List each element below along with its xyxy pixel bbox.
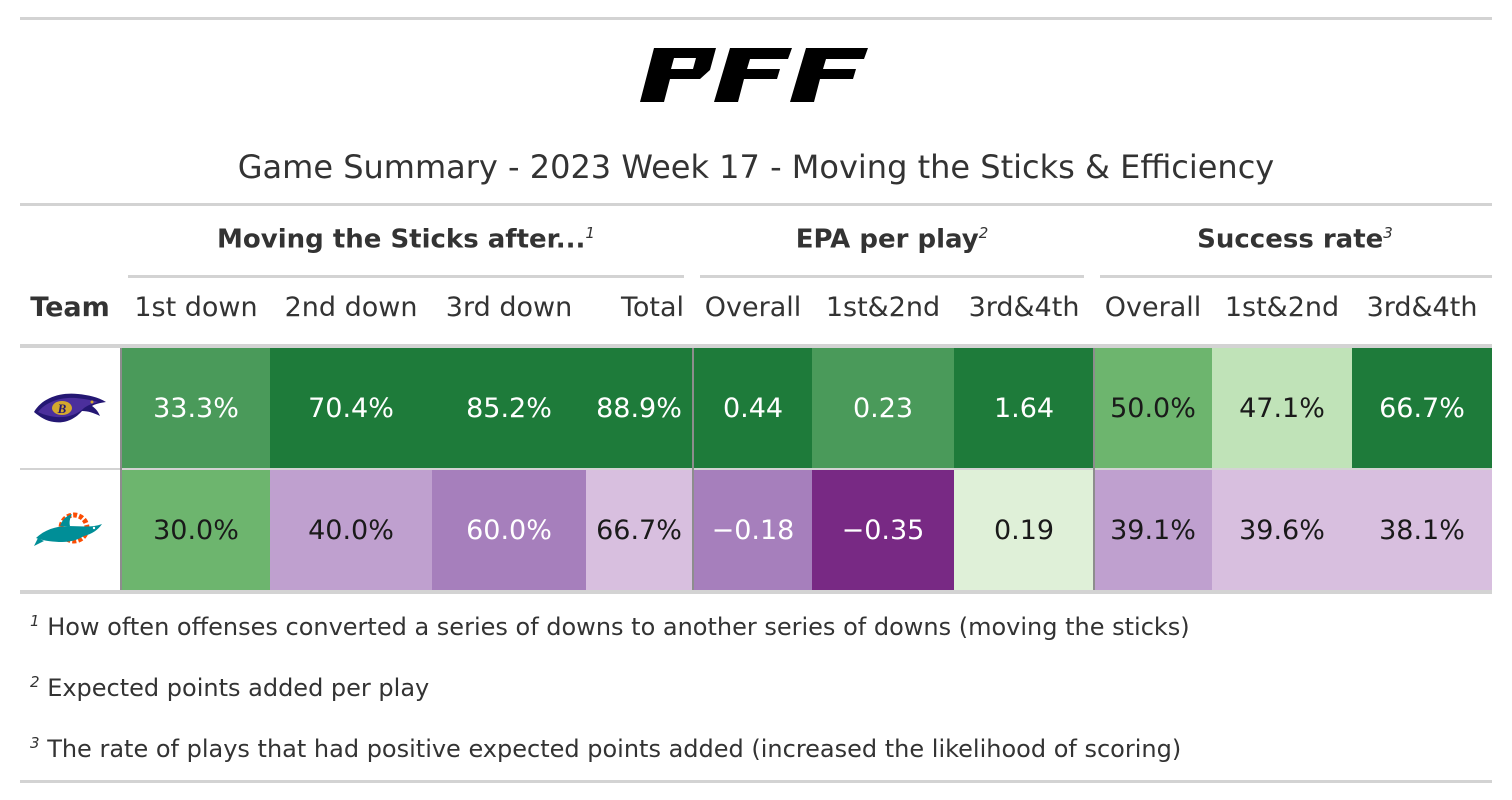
dolphins-logo-icon (34, 512, 102, 546)
footnote-mark: 1 (585, 224, 595, 242)
col-header-epa-overall: Overall (704, 292, 802, 323)
spanner-label: Moving the Sticks after... (217, 224, 586, 255)
group-divider (1093, 348, 1095, 590)
footnote-mark: 3 (1383, 224, 1393, 242)
cell-ravens-epa-overall: 0.44 (694, 348, 812, 468)
footnote-text: The rate of plays that had positive expe… (47, 735, 1182, 763)
cell-ravens-total: 88.9% (586, 348, 692, 468)
cell-dolphins-epa-overall: −0.18 (694, 470, 812, 590)
cell-dolphins-sr-1st-2nd: 39.6% (1212, 470, 1352, 590)
header-rule (20, 344, 1492, 348)
group-divider (692, 348, 694, 590)
footnote-mark: 2 (978, 224, 989, 242)
title-rule (20, 203, 1492, 206)
cell-dolphins-1st-down: 30.0% (122, 470, 270, 590)
top-rule (20, 17, 1492, 20)
col-header-2nd-down: 2nd down (284, 292, 418, 323)
col-header-total: Total (620, 292, 684, 323)
spanner-label: Success rate (1197, 224, 1384, 255)
cell-ravens-2nd-down: 70.4% (270, 348, 432, 468)
cell-ravens-epa-1st-2nd: 0.23 (812, 348, 954, 468)
group-divider (120, 348, 122, 590)
spanner-moving-the-sticks: Moving the Sticks after...1 (126, 224, 686, 274)
cell-ravens-3rd-down: 85.2% (432, 348, 586, 468)
row-divider (20, 468, 1492, 470)
col-header-sr-3rd-4th: 3rd&4th (1366, 292, 1478, 323)
footnote-mark: 3 (30, 734, 40, 752)
cell-ravens-sr-1st-2nd: 47.1% (1212, 348, 1352, 468)
footnote-mark: 1 (30, 612, 40, 630)
col-header-epa-1st-2nd: 1st&2nd (825, 292, 941, 323)
col-header-team: Team (30, 292, 110, 323)
cell-dolphins-sr-3rd-4th: 38.1% (1352, 470, 1492, 590)
body-bottom-rule (20, 590, 1492, 594)
cell-dolphins-epa-3rd-4th: 0.19 (954, 470, 1094, 590)
pff-logo (640, 46, 870, 108)
col-header-1st-down: 1st down (134, 292, 258, 323)
footnote-1: 1 How often offenses converted a series … (30, 612, 1190, 641)
cell-dolphins-sr-overall: 39.1% (1094, 470, 1212, 590)
footnote-3: 3 The rate of plays that had positive ex… (30, 734, 1181, 763)
cell-dolphins-epa-1st-2nd: −0.35 (812, 470, 954, 590)
table-title: Game Summary - 2023 Week 17 - Moving the… (237, 148, 1275, 186)
spanner-rule (128, 275, 684, 278)
spanner-rule (1100, 275, 1492, 278)
spanner-epa-per-play: EPA per play2 (698, 224, 1086, 274)
cell-dolphins-2nd-down: 40.0% (270, 470, 432, 590)
cell-dolphins-3rd-down: 60.0% (432, 470, 586, 590)
cell-ravens-epa-3rd-4th: 1.64 (954, 348, 1094, 468)
footnote-mark: 2 (30, 673, 40, 691)
ravens-logo-icon: B (34, 393, 106, 423)
col-header-sr-1st-2nd: 1st&2nd (1224, 292, 1340, 323)
footnote-text: Expected points added per play (47, 674, 430, 702)
svg-text:B: B (57, 401, 67, 416)
cell-ravens-sr-overall: 50.0% (1094, 348, 1212, 468)
spanner-rule (700, 275, 1084, 278)
bottom-rule (20, 780, 1492, 783)
col-header-3rd-down: 3rd down (445, 292, 573, 323)
team-logo-cell (20, 470, 120, 590)
spanner-success-rate: Success rate3 (1098, 224, 1492, 274)
footnote-text: How often offenses converted a series of… (47, 613, 1190, 641)
footnote-2: 2 Expected points added per play (30, 673, 429, 702)
cell-ravens-1st-down: 33.3% (122, 348, 270, 468)
col-header-epa-3rd-4th: 3rd&4th (968, 292, 1080, 323)
team-logo-cell: B (20, 348, 120, 468)
spanner-label: EPA per play (795, 224, 979, 255)
pff-logo-icon (640, 48, 868, 102)
cell-dolphins-total: 66.7% (586, 470, 692, 590)
col-header-sr-overall: Overall (1104, 292, 1202, 323)
cell-ravens-sr-3rd-4th: 66.7% (1352, 348, 1492, 468)
